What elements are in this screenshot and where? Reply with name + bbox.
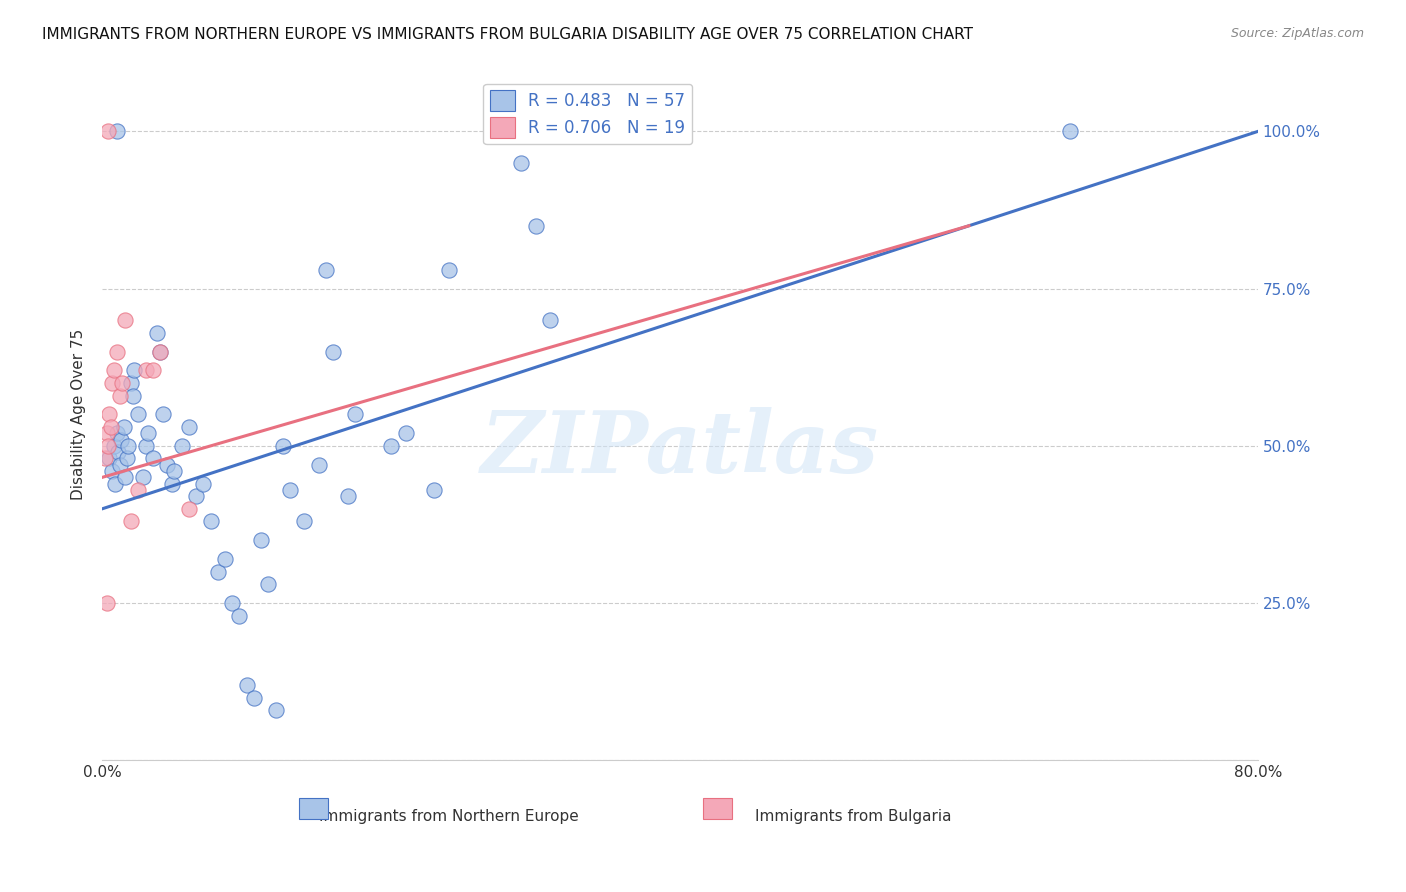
Point (510, 156, 533, 170)
Point (127, 483, 149, 497)
Point (111, 376, 134, 390)
Point (104, 476, 127, 491)
Point (112, 420, 135, 434)
Text: Immigrants from Northern Europe: Immigrants from Northern Europe (319, 809, 579, 824)
Point (114, 470, 136, 484)
Point (149, 344, 172, 359)
Point (105, 344, 128, 359)
Point (101, 376, 124, 390)
Point (394, 426, 416, 441)
Point (380, 439, 402, 453)
Point (142, 363, 165, 377)
Point (120, 376, 142, 390)
FancyBboxPatch shape (298, 798, 328, 819)
Point (114, 313, 136, 327)
Point (170, 439, 193, 453)
Point (121, 388, 143, 402)
Point (131, 470, 153, 484)
Point (177, 501, 200, 516)
Point (98, 408, 121, 422)
Point (156, 458, 179, 472)
Point (524, 219, 547, 233)
Point (138, 426, 160, 441)
Point (322, 344, 344, 359)
FancyBboxPatch shape (703, 798, 733, 819)
Point (96, 596, 118, 610)
Point (105, 124, 128, 138)
Point (264, 703, 287, 717)
Point (294, 515, 316, 529)
Point (146, 326, 169, 340)
Point (117, 439, 139, 453)
Point (103, 363, 125, 377)
Point (122, 363, 145, 377)
Point (97, 439, 120, 453)
Text: Source: ZipAtlas.com: Source: ZipAtlas.com (1230, 27, 1364, 40)
Point (437, 262, 460, 277)
Legend: R = 0.483   N = 57, R = 0.706   N = 19: R = 0.483 N = 57, R = 0.706 N = 19 (484, 84, 692, 145)
Point (103, 439, 125, 453)
Point (105, 426, 128, 441)
Point (308, 458, 330, 472)
Point (142, 451, 165, 466)
Point (423, 483, 446, 497)
Point (243, 690, 266, 705)
Point (177, 420, 200, 434)
Point (1059, 124, 1081, 138)
Point (96, 426, 118, 441)
Point (115, 451, 138, 466)
Point (94, 451, 117, 466)
Point (97, 124, 120, 138)
Point (271, 439, 294, 453)
Point (221, 596, 243, 610)
Point (160, 476, 183, 491)
Point (149, 344, 172, 359)
Point (135, 363, 157, 377)
Point (315, 262, 337, 277)
Point (100, 420, 122, 434)
Point (98, 451, 121, 466)
Point (152, 408, 174, 422)
Point (193, 476, 215, 491)
Point (278, 483, 301, 497)
Point (336, 489, 359, 503)
Text: Immigrants from Bulgaria: Immigrants from Bulgaria (755, 809, 952, 824)
Point (235, 678, 257, 692)
Point (127, 408, 149, 422)
Text: IMMIGRANTS FROM NORTHERN EUROPE VS IMMIGRANTS FROM BULGARIA DISABILITY AGE OVER : IMMIGRANTS FROM NORTHERN EUROPE VS IMMIG… (42, 27, 973, 42)
Point (135, 439, 157, 453)
Y-axis label: Disability Age Over 75: Disability Age Over 75 (72, 329, 86, 500)
Text: ZIPatlas: ZIPatlas (481, 408, 879, 491)
Point (184, 489, 207, 503)
Point (108, 458, 131, 472)
Point (107, 445, 129, 459)
Point (214, 552, 236, 566)
Point (120, 515, 142, 529)
Point (101, 464, 124, 478)
Point (257, 577, 280, 591)
Point (343, 408, 366, 422)
Point (538, 313, 561, 327)
Point (163, 464, 186, 478)
Point (110, 433, 132, 447)
Point (250, 533, 273, 548)
Point (228, 608, 250, 623)
Point (200, 515, 222, 529)
Point (108, 388, 131, 402)
Point (207, 565, 229, 579)
